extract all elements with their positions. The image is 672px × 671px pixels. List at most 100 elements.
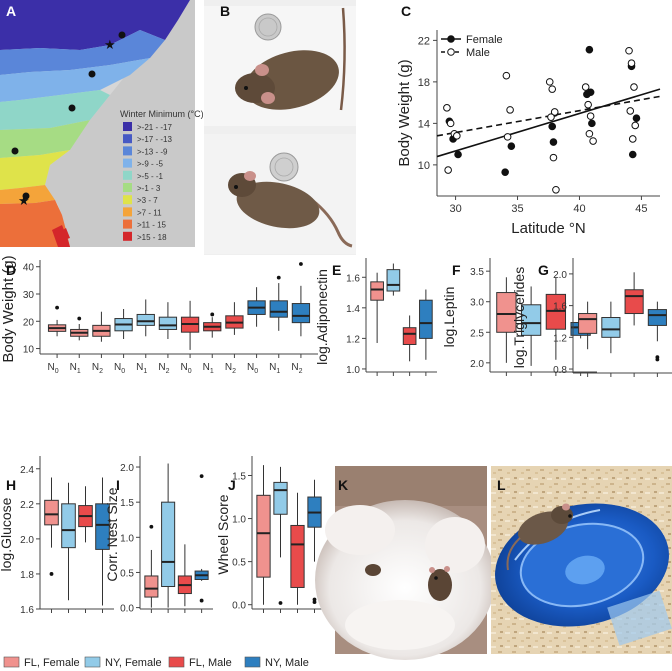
y-tick-label: 30	[23, 290, 35, 301]
point-male	[549, 153, 558, 162]
legend-swatch	[84, 656, 101, 668]
box-outlier	[276, 275, 281, 280]
box	[44, 499, 59, 526]
y-tick-label: 14	[418, 118, 430, 130]
panel-letter: H	[6, 477, 16, 493]
y-tick-label: 0.8	[553, 365, 567, 376]
map-legend-swatch	[123, 207, 132, 217]
point-female	[583, 90, 591, 99]
y-axis-label: log.Triglycerides	[511, 267, 527, 368]
point-male	[548, 85, 557, 93]
map-legend-label: >7 - 11	[137, 208, 162, 217]
y-tick-label: 1.2	[346, 334, 360, 345]
y-axis-label: log.Adiponectin	[314, 269, 330, 365]
point-male	[626, 107, 635, 115]
panel-f-boxplot: 2.0 2.5 3.0 3.5 log.Leptin	[441, 258, 597, 376]
legend-label: NY, Female	[105, 657, 162, 669]
panel-letter: A	[6, 3, 16, 19]
point-female	[585, 45, 594, 54]
x-tick-label: 40	[573, 203, 585, 215]
box	[256, 494, 271, 578]
y-tick-label: 1.6	[346, 273, 360, 284]
map-legend-label: >-17 - -13	[137, 135, 172, 144]
y-tick-label: 0.5	[120, 568, 134, 579]
y-tick-label: 2.0	[20, 535, 34, 546]
panel-letter: D	[6, 262, 16, 278]
x-tick-label: 45	[635, 203, 647, 215]
box	[61, 503, 76, 549]
legend-label: FL, Male	[189, 657, 232, 669]
box-outlier	[199, 474, 204, 479]
box	[161, 501, 176, 588]
point-male	[545, 78, 554, 86]
map-legend-label: >-5 - -1	[137, 172, 164, 181]
legend-swatch	[168, 656, 185, 668]
map-legend-swatch	[123, 195, 132, 205]
point-female	[628, 150, 637, 159]
panel-letter: F	[452, 262, 461, 278]
legend-marker-female	[447, 35, 455, 43]
y-tick-label: 1.8	[20, 570, 34, 581]
point-male	[627, 59, 636, 68]
map-legend-swatch	[123, 183, 132, 192]
y-tick-label: 22	[418, 35, 430, 47]
point-male	[502, 71, 511, 80]
svg-text:★: ★	[104, 37, 116, 52]
panel-letter: L	[497, 477, 506, 493]
x-tick-label: N1	[136, 362, 147, 375]
box	[624, 289, 644, 315]
y-tick-label: 1.0	[120, 533, 134, 544]
y-axis-label: Body Weight (g)	[0, 255, 17, 362]
point-female	[507, 142, 516, 150]
x-tick-label: N1	[70, 362, 81, 375]
point-male	[444, 166, 452, 174]
y-tick-label: 1.6	[553, 302, 567, 313]
map-legend-label: >-21 - -17	[137, 123, 172, 132]
point-female	[548, 122, 557, 131]
point-male	[552, 185, 560, 194]
box-outlier	[199, 598, 204, 603]
point-male	[453, 132, 461, 140]
map-legend-label: >-9 - -5	[137, 160, 164, 169]
point-male	[631, 121, 640, 130]
map-legend-swatch	[123, 122, 132, 131]
legend-label: FL, Female	[24, 657, 80, 669]
point-male	[503, 133, 512, 141]
box-outlier	[210, 312, 215, 317]
panel-letter: B	[220, 3, 230, 19]
x-tick-label: N1	[269, 362, 280, 375]
box	[291, 303, 311, 324]
box	[144, 575, 159, 598]
box	[136, 313, 155, 326]
point-male	[585, 129, 594, 138]
y-tick-label: 1.0	[232, 515, 246, 526]
box	[269, 300, 288, 318]
x-tick-label: 35	[511, 203, 523, 215]
point-male	[630, 83, 638, 91]
box-outlier	[278, 601, 283, 605]
y-tick-label: 2.0	[470, 359, 484, 370]
panel-g-boxplot: 0.8 1.2 1.6 2.0 log.Triglycerides	[511, 258, 672, 377]
box-outlier	[55, 305, 59, 310]
box-outlier	[49, 572, 54, 576]
map-legend-label: >3 - 7	[137, 196, 158, 205]
point-female	[549, 138, 558, 146]
y-axis-label: Corr. Nest Size	[104, 487, 120, 581]
map-legend-swatch	[123, 219, 132, 229]
panel-letter: J	[228, 477, 236, 493]
y-tick-label: 10	[23, 345, 35, 356]
x-tick-label: N0	[114, 362, 125, 375]
panel-letter: G	[538, 262, 549, 278]
panel-c-scatter: 10 14 18 22 30 35 40 45 Latitude °N Body Weight (…	[396, 30, 661, 237]
panel-e-boxplot: 1.0 1.2 1.4 1.6 log.Adiponectin	[314, 258, 437, 376]
point-male	[584, 100, 592, 109]
x-tick-label: N2	[158, 362, 169, 375]
y-tick-label: 2.2	[20, 500, 34, 511]
x-tick-label: N0	[247, 362, 258, 375]
map-legend-swatch	[123, 231, 132, 241]
point-male	[625, 46, 633, 55]
y-tick-label: 1.5	[232, 472, 246, 483]
x-tick-label: N2	[225, 362, 236, 375]
y-tick-label: 2.5	[470, 328, 484, 339]
box	[95, 503, 110, 550]
